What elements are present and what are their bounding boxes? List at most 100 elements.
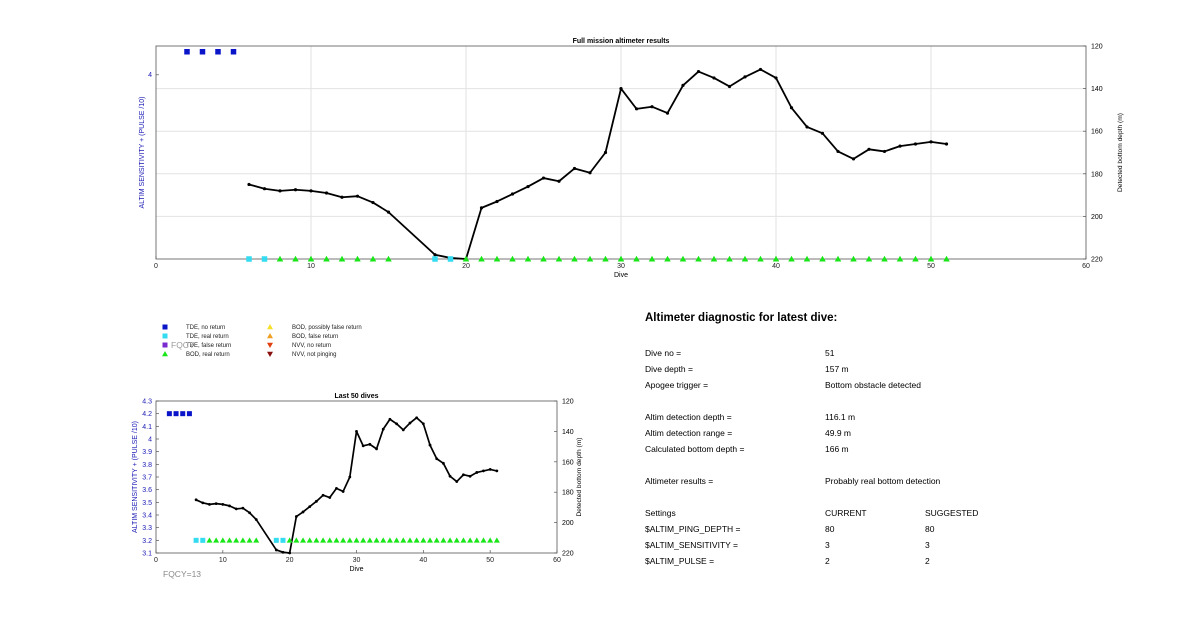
status-marker — [617, 255, 625, 262]
right-tick-label: 180 — [562, 490, 574, 497]
fqcy-label: FQCY=13 — [163, 569, 202, 579]
depth-point — [308, 505, 312, 509]
x-tick-label: 10 — [219, 557, 227, 564]
left-tick-label: 3.4 — [142, 512, 152, 519]
status-marker — [633, 255, 640, 262]
depth-point — [395, 422, 398, 426]
status-marker — [360, 537, 367, 543]
depth-point — [428, 443, 432, 447]
depth-point — [851, 157, 856, 161]
depth-point — [805, 125, 809, 129]
depth-point — [208, 502, 211, 506]
depth-point — [495, 469, 499, 473]
depth-point — [321, 493, 325, 497]
status-marker — [757, 255, 764, 262]
status-marker — [772, 255, 780, 262]
status-marker — [320, 537, 327, 543]
depth-point — [241, 506, 245, 510]
status-marker — [292, 255, 299, 262]
status-marker — [695, 255, 702, 262]
depth-point — [634, 107, 639, 111]
left-tick-label: 3.9 — [142, 449, 152, 456]
diag-value: 157 m — [825, 364, 849, 374]
depth-point — [789, 106, 794, 110]
legend-marker — [162, 351, 168, 357]
x-tick-label: 20 — [462, 263, 470, 270]
depth-point — [774, 76, 778, 80]
depth-point — [913, 142, 918, 146]
status-marker — [406, 537, 413, 543]
depth-point — [482, 469, 485, 473]
legend-marker — [267, 333, 273, 339]
legend-marker — [267, 342, 273, 348]
status-marker — [819, 255, 826, 262]
depth-point — [324, 191, 329, 195]
depth-point — [421, 422, 425, 426]
left-tick-label: 3.6 — [142, 487, 152, 494]
depth-point — [882, 149, 887, 154]
status-marker — [338, 255, 346, 262]
legend-marker — [267, 351, 273, 357]
status-marker — [432, 256, 438, 262]
depth-point — [386, 210, 391, 214]
status-marker — [199, 49, 206, 55]
right-tick-label: 160 — [562, 459, 574, 466]
legend-label: TDE, false return — [186, 343, 231, 349]
depth-point — [712, 76, 716, 80]
depth-line — [195, 416, 498, 554]
status-marker — [230, 49, 237, 55]
depth-point — [665, 111, 670, 115]
settings-header-label: Settings — [645, 508, 676, 518]
setting-current: 2 — [825, 556, 830, 566]
status-marker — [571, 255, 578, 262]
depth-point — [898, 144, 902, 148]
status-marker — [726, 255, 733, 262]
diag-label: Dive no = — [645, 348, 682, 358]
legend-label: TDE, real return — [186, 334, 229, 340]
depth-point — [381, 427, 385, 431]
left-tick-label: 3.5 — [142, 500, 152, 507]
depth-point — [328, 496, 332, 499]
status-marker — [540, 255, 547, 262]
status-marker — [233, 537, 240, 543]
depth-point — [435, 457, 439, 461]
status-marker — [186, 411, 192, 417]
legend-label: BOD, possibly false return — [292, 325, 362, 331]
settings-header-suggested: SUGGESTED — [925, 508, 979, 518]
status-marker — [881, 255, 888, 262]
status-marker — [420, 537, 427, 543]
right-tick-label: 220 — [1091, 256, 1103, 263]
diag-label: Altimeter results = — [645, 476, 714, 486]
depth-point — [727, 84, 732, 89]
left-tick-label: 3.2 — [142, 538, 152, 545]
status-marker — [440, 537, 447, 543]
status-marker — [803, 255, 811, 262]
status-marker — [467, 537, 474, 543]
depth-point — [588, 171, 592, 175]
depth-point — [743, 75, 747, 79]
depth-point — [433, 253, 437, 257]
depth-point — [462, 473, 465, 477]
status-marker — [433, 537, 440, 543]
status-marker — [493, 537, 500, 543]
status-marker — [219, 537, 226, 543]
status-marker — [664, 255, 671, 262]
legend-marker — [162, 333, 168, 339]
depth-point — [293, 188, 298, 192]
legend-marker — [267, 324, 273, 330]
depth-point — [619, 87, 623, 91]
status-marker — [276, 255, 284, 262]
depth-point — [214, 502, 218, 505]
status-marker — [253, 537, 260, 543]
depth-point — [475, 471, 479, 474]
depth-point — [836, 149, 840, 154]
status-marker — [385, 255, 392, 262]
legend-label: TDE, no return — [186, 325, 225, 331]
status-marker — [353, 537, 360, 543]
depth-point — [541, 176, 546, 180]
status-marker — [193, 537, 199, 543]
status-marker — [460, 537, 467, 543]
status-marker — [261, 256, 268, 262]
x-tick-label: 10 — [307, 263, 315, 270]
depth-point — [348, 475, 352, 479]
